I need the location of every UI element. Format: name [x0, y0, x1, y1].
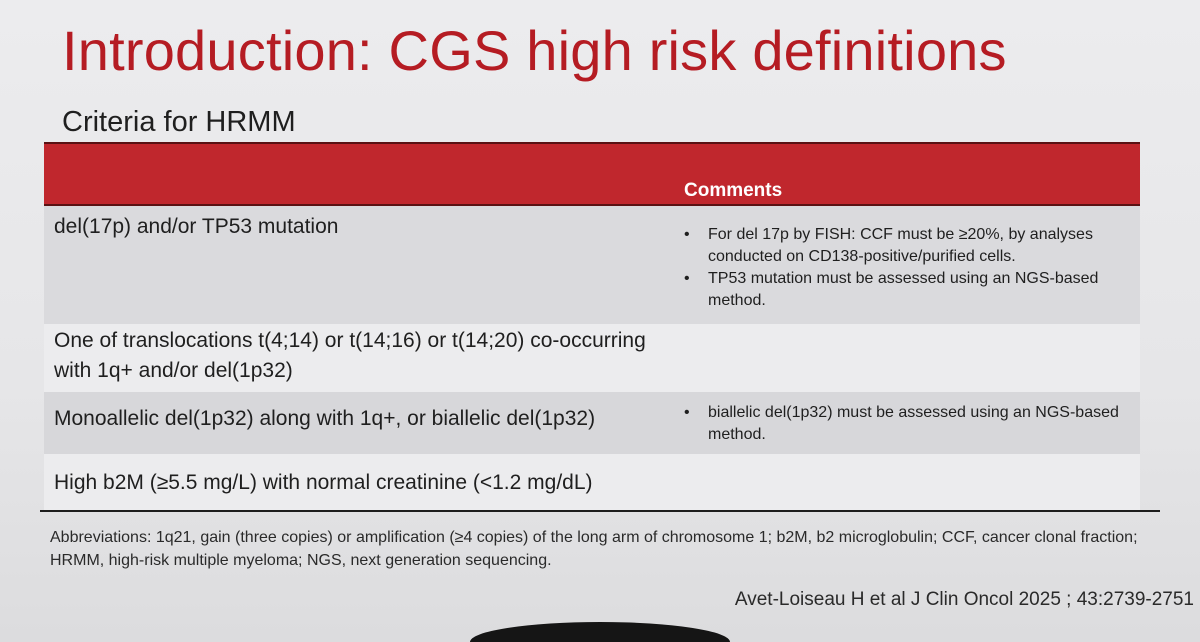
slide-title: Introduction: CGS high risk definitions	[62, 19, 1007, 82]
criteria-table: Comments del(17p) and/or TP53 mutation •…	[44, 142, 1140, 510]
criterion-cell: Monoallelic del(1p32) along with 1q+, or…	[54, 407, 596, 430]
table-row: Monoallelic del(1p32) along with 1q+, or…	[44, 392, 1140, 454]
bullet-icon: •	[684, 226, 690, 243]
comments-list: • For del 17p by FISH: CCF must be ≥20%,…	[684, 224, 1124, 312]
abbreviations-note: Abbreviations: 1q21, gain (three copies)…	[50, 529, 1138, 569]
table-header: Comments	[44, 142, 1140, 206]
table-caption: Criteria for HRMM	[62, 106, 296, 138]
bullet-icon: •	[684, 270, 690, 287]
comment-text: For del 17p by FISH: CCF must be ≥20%, b…	[708, 226, 1093, 265]
comment-text: TP53 mutation must be assessed using an …	[708, 270, 1099, 309]
criterion-cell: High b2M (≥5.5 mg/L) with normal creatin…	[54, 471, 593, 494]
table-row: High b2M (≥5.5 mg/L) with normal creatin…	[44, 454, 1140, 510]
comments-list: • biallelic del(1p32) must be assessed u…	[684, 402, 1124, 446]
comments-column-header: Comments	[684, 180, 783, 201]
citation: Avet-Loiseau H et al J Clin Oncol 2025 ;…	[734, 589, 1194, 610]
comment-item: • biallelic del(1p32) must be assessed u…	[684, 402, 1124, 446]
comment-item: • TP53 mutation must be assessed using a…	[684, 268, 1124, 312]
bullet-icon: •	[684, 404, 690, 421]
comment-item: • For del 17p by FISH: CCF must be ≥20%,…	[684, 224, 1124, 268]
table-row: One of translocations t(4;14) or t(14;16…	[44, 324, 1140, 392]
criterion-cell: del(17p) and/or TP53 mutation	[54, 215, 339, 238]
comment-text: biallelic del(1p32) must be assessed usi…	[708, 404, 1119, 443]
audience-head-silhouette	[470, 622, 730, 642]
footer-divider	[40, 510, 1160, 512]
table-row: del(17p) and/or TP53 mutation • For del …	[44, 206, 1140, 324]
criterion-cell: One of translocations t(4;14) or t(14;16…	[54, 329, 646, 382]
